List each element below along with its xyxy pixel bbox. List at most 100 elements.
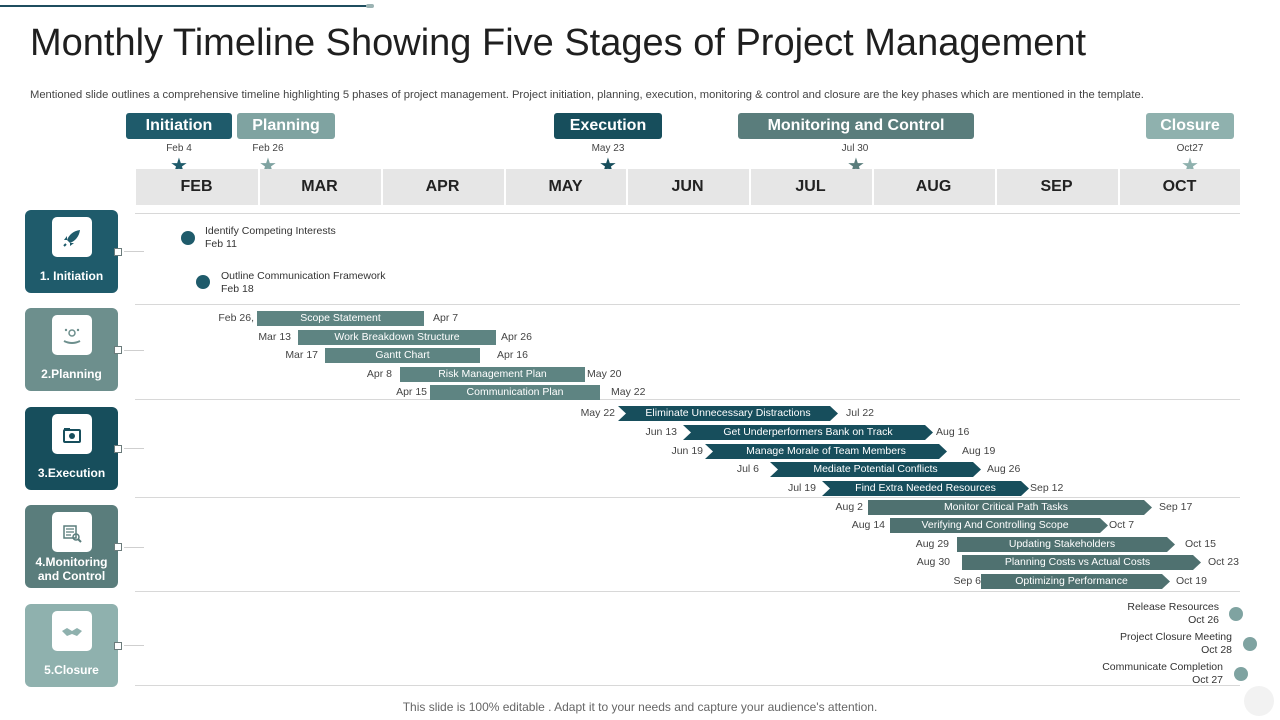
stage-card-label: 3.Execution	[37, 466, 106, 480]
phase-label-initiation: Initiation	[126, 113, 232, 139]
bar-start-date: Aug 29	[915, 538, 949, 550]
bar-start-date: Apr 8	[366, 368, 392, 380]
monitoring-arrow-bar	[890, 518, 1108, 533]
gantt-bar: Work Breakdown Structure	[298, 330, 496, 345]
bar-end-date: Oct 19	[1176, 575, 1207, 587]
bar-end-date: Aug 16	[936, 426, 970, 438]
connector-line	[124, 251, 144, 252]
stage-card-planning: 2.Planning	[25, 308, 118, 391]
bar-start-date: Jul 19	[787, 482, 816, 494]
arrow-bar-label: Planning Costs vs Actual Costs	[1004, 556, 1151, 568]
phase-date-monitoring: Jul 30	[841, 143, 869, 154]
month-may: MAY	[548, 178, 583, 195]
bar-start-date: Feb 26,	[218, 312, 254, 324]
plan-icon	[52, 315, 92, 355]
milestone-date: Feb 11	[205, 238, 237, 250]
gantt-bar: Scope Statement	[257, 311, 424, 326]
stage-card-label: 1. Initiation	[39, 269, 104, 283]
stage-card-label-line: 4.Monitoring	[35, 555, 108, 569]
milestone-name: Release Resources	[1127, 601, 1219, 613]
arrow-bar-label: Monitor Critical Path Tasks	[943, 501, 1069, 513]
arrow-bar-label: Manage Morale of Team Members	[746, 445, 906, 457]
month-divider	[995, 169, 997, 205]
card-connector	[114, 642, 122, 650]
milestone-date: Feb 18	[221, 283, 254, 295]
month-jul: JUL	[795, 178, 826, 195]
monitoring-arrow-bar	[957, 537, 1175, 552]
stage-card-execution: 3.Execution	[25, 407, 118, 490]
arrow-bar-label: Find Extra Needed Resources	[855, 482, 996, 494]
gantt-bar: Gantt Chart	[325, 348, 480, 363]
phase-label-execution: Execution	[554, 113, 662, 139]
month-divider	[504, 169, 506, 205]
month-divider	[749, 169, 751, 205]
month-divider	[1118, 169, 1120, 205]
section-divider	[135, 591, 1240, 592]
execution-arrow-bar	[770, 462, 981, 477]
milestone-name: Project Closure Meeting	[1119, 631, 1232, 643]
month-jun: JUN	[671, 178, 704, 195]
month-header-bar	[136, 169, 1240, 205]
month-apr: APR	[425, 178, 460, 195]
card-connector	[114, 346, 122, 354]
section-divider	[135, 497, 1240, 498]
arrow-bar-label: Mediate Potential Conflicts	[813, 463, 938, 475]
monitor-icon	[52, 512, 92, 552]
month-sep: SEP	[1040, 178, 1073, 195]
bar-end-date: Oct 15	[1185, 538, 1216, 550]
bar-start-date: Jun 19	[671, 445, 703, 457]
bar-start-date: Aug 2	[835, 501, 863, 513]
month-divider	[381, 169, 383, 205]
bar-end-date: Jul 22	[846, 407, 875, 419]
phase-date-planning: Feb 26	[252, 143, 284, 154]
section-divider	[135, 399, 1240, 400]
connector-line	[124, 645, 144, 646]
bar-end-date: Apr 7	[433, 312, 459, 324]
bar-end-date: Oct 7	[1109, 519, 1135, 531]
page-subtitle: Mentioned slide outlines a comprehensive…	[30, 89, 1144, 101]
phase-date-closure: Oct27	[1176, 143, 1204, 154]
handshake-icon	[52, 611, 92, 651]
milestone-name: Identify Competing Interests	[205, 225, 336, 237]
month-oct: OCT	[1162, 178, 1197, 195]
connector-line	[124, 350, 144, 351]
monitoring-arrow-bar	[981, 574, 1170, 589]
milestone-dot	[196, 275, 210, 289]
stage-card-label-line: and Control	[37, 569, 106, 583]
monitoring-arrow-bar	[868, 500, 1152, 515]
bar-end-date: May 22	[611, 386, 646, 398]
section-divider	[135, 685, 1240, 686]
phase-label-closure: Closure	[1146, 113, 1234, 139]
footer-note: This slide is 100% editable . Adapt it t…	[402, 700, 878, 714]
bar-end-date: Aug 26	[987, 463, 1021, 475]
camera-icon	[52, 414, 92, 454]
monitoring-arrow-bar	[962, 555, 1201, 570]
gantt-bar: Communication Plan	[430, 385, 600, 400]
milestone-date: Oct 27	[1192, 674, 1223, 686]
bar-start-date: Aug 14	[851, 519, 885, 531]
bar-start-date: Mar 17	[285, 349, 318, 361]
section-divider	[135, 213, 1240, 214]
card-connector	[114, 248, 122, 256]
milestone-dot	[1234, 667, 1248, 681]
milestone-dot	[181, 231, 195, 245]
milestone-name: Communicate Completion	[1102, 661, 1223, 673]
corner-decoration	[1244, 686, 1274, 716]
milestone-dot	[1243, 637, 1257, 651]
phase-label-planning: Planning	[237, 113, 335, 139]
gantt-bar: Risk Management Plan	[400, 367, 585, 382]
bar-end-date: Oct 23	[1208, 556, 1239, 568]
connector-line	[124, 547, 144, 548]
execution-arrow-bar	[822, 481, 1029, 496]
bar-end-date: Aug 19	[962, 445, 996, 457]
card-connector	[114, 543, 122, 551]
phase-label-monitoring: Monitoring and Control	[738, 113, 974, 139]
section-divider	[135, 304, 1240, 305]
milestone-date: Oct 26	[1188, 614, 1219, 626]
page-title: Monthly Timeline Showing Five Stages of …	[30, 22, 1087, 64]
milestone-date: Oct 28	[1201, 644, 1232, 656]
execution-arrow-bar	[618, 406, 838, 421]
bar-start-date: Jun 13	[645, 426, 677, 438]
milestone-name: Outline Communication Framework	[221, 270, 386, 282]
